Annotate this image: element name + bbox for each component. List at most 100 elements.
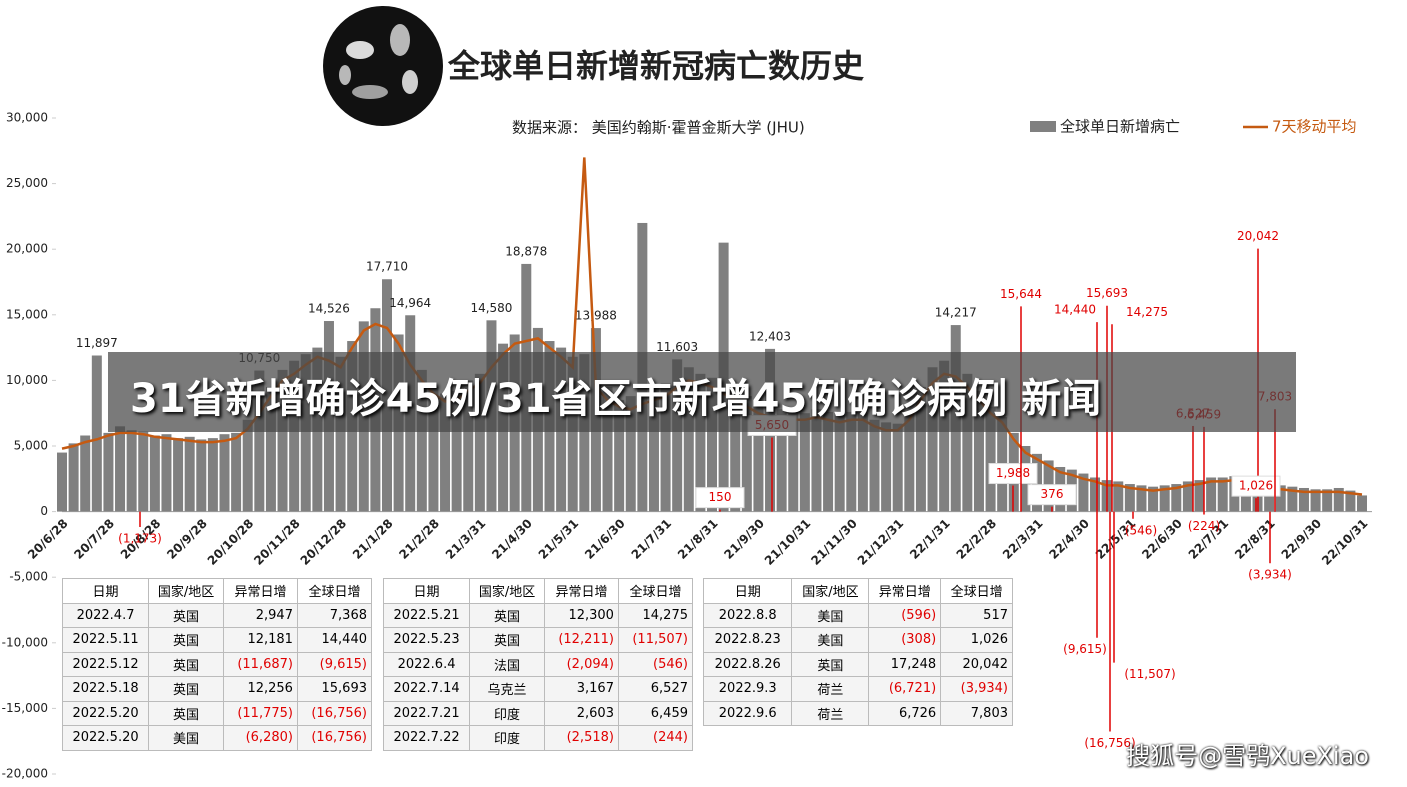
- table-cell: (16,756): [296, 700, 373, 726]
- anomaly-label: 15,644: [1000, 287, 1042, 301]
- table-cell: 6,459: [617, 700, 694, 726]
- table-cell: 1,026: [940, 627, 1013, 653]
- table-cell: (546): [617, 651, 694, 677]
- x-tick-label: 22/3/31: [1000, 516, 1046, 562]
- bar: [1182, 481, 1193, 512]
- bar: [892, 423, 903, 512]
- bar: [126, 430, 137, 512]
- bar: [1206, 477, 1217, 512]
- table-cell: 2022.7.22: [382, 725, 471, 751]
- x-tick-label: 20/12/28: [298, 516, 350, 568]
- table-header: 全球日增: [296, 578, 373, 604]
- x-tick-label: 21/8/31: [675, 516, 721, 562]
- label-box: [1027, 484, 1077, 506]
- bar: [219, 434, 230, 512]
- bar: [660, 383, 671, 512]
- bar: [1217, 477, 1228, 512]
- table-cell: 6,726: [868, 700, 942, 726]
- table-header: 全球日增: [940, 578, 1013, 604]
- table-cell: 2022.5.23: [382, 627, 471, 653]
- bar: [857, 413, 868, 512]
- x-tick-label: 21/2/28: [396, 516, 442, 562]
- table-header: 国家/地区: [469, 578, 545, 604]
- table-cell: 日期 国家/地区 异常日增 全球日增: [702, 578, 1013, 604]
- bar: [1148, 486, 1159, 512]
- bar: [927, 367, 938, 512]
- table-cell: 517: [940, 602, 1013, 628]
- x-tick-label: 22/2/28: [954, 516, 1000, 562]
- table-row: 2022.7.22 印度 (2,518) (244): [382, 725, 694, 751]
- table-cell: 2022.5.12: [61, 651, 150, 677]
- bar: [973, 390, 984, 512]
- table-row: 2022.7.21 印度 2,603 6,459: [382, 700, 694, 726]
- watermark: 搜狐号@雪鸮XueXiao: [1126, 742, 1369, 770]
- chart-subtitle: 数据来源： 美国约翰斯·霍普金斯大学 (JHU): [512, 119, 805, 137]
- bar: [474, 373, 485, 512]
- value-label: 11,897: [76, 336, 118, 350]
- table-cell: (244): [617, 725, 694, 751]
- value-label: 13,988: [575, 309, 617, 323]
- bar: [985, 406, 996, 512]
- bar: [138, 431, 149, 512]
- table-row: 2022.8.23 美国 (308) 1,026: [702, 627, 1013, 653]
- table-header: 全球日增: [617, 578, 694, 604]
- bar: [115, 426, 126, 512]
- bar: [962, 373, 973, 512]
- x-tick-label: 21/11/30: [808, 516, 860, 568]
- y-tick-label: 30,000: [6, 111, 48, 125]
- table-cell: 14,440: [296, 627, 373, 653]
- bar: [625, 396, 636, 512]
- anomaly-table: 日期 国家/地区 异常日增 全球日增 2022.8.8 美国 (596) 517 2022.8.…: [702, 578, 1013, 726]
- y-tick-label: 20,000: [6, 242, 48, 256]
- label-box: [988, 463, 1038, 485]
- bar: [207, 438, 218, 512]
- table-row: 2022.8.26 英国 17,248 20,042: [702, 651, 1013, 677]
- bar: [1322, 489, 1333, 512]
- x-tick-label: 21/3/31: [443, 516, 489, 562]
- value-label: 18,878: [505, 244, 547, 258]
- table-cell: 12,181: [222, 627, 298, 653]
- table-cell: 17,248: [868, 651, 942, 677]
- table-header: 日期: [702, 578, 793, 604]
- table-header: 异常日增: [868, 578, 942, 604]
- bar: [103, 432, 114, 512]
- x-tick-label: 20/9/28: [164, 516, 210, 562]
- bar: [730, 385, 741, 512]
- table-cell: (11,507): [617, 627, 694, 653]
- bar: [1171, 484, 1182, 512]
- bar: [811, 409, 822, 512]
- bar: [753, 404, 764, 512]
- table-cell: 乌克兰: [469, 676, 545, 702]
- bar: [1357, 495, 1367, 512]
- y-tick-label: -10,000: [2, 635, 48, 649]
- x-tick-label: 22/9/30: [1279, 516, 1325, 562]
- x-tick-label: 22/10/31: [1319, 516, 1371, 568]
- bar: [463, 380, 474, 512]
- value-label: 11,603: [656, 340, 698, 354]
- bar: [834, 414, 845, 512]
- table-cell: 2022.9.3: [702, 676, 793, 702]
- table-cell: (11,687): [222, 651, 298, 677]
- y-tick-label: -20,000: [2, 767, 48, 781]
- x-tick-label: 21/7/31: [629, 516, 675, 562]
- bar: [254, 370, 265, 512]
- table-header: 国家/地区: [148, 578, 224, 604]
- x-tick-label: 21/5/31: [536, 516, 582, 562]
- bar: [683, 367, 694, 512]
- bar: [173, 438, 184, 512]
- bar: [881, 422, 892, 512]
- bar: [277, 369, 288, 512]
- table-cell: 英国: [148, 627, 224, 653]
- anomaly-label: 150: [709, 490, 732, 504]
- table-cell: 12,256: [222, 676, 298, 702]
- x-tick-label: 21/12/31: [855, 516, 907, 568]
- table-cell: 荷兰: [791, 700, 870, 726]
- legend-label: 7天移动平均: [1272, 118, 1357, 136]
- table-cell: (11,775): [222, 700, 298, 726]
- table-row: 2022.8.8 美国 (596) 517: [702, 602, 1013, 628]
- news-banner: 31省新增确诊45例/31省区市新增45例确诊病例 新闻: [108, 352, 1296, 432]
- table-cell: 20,042: [940, 651, 1013, 677]
- x-tick-label: 20/11/28: [251, 516, 303, 568]
- bar: [242, 419, 253, 512]
